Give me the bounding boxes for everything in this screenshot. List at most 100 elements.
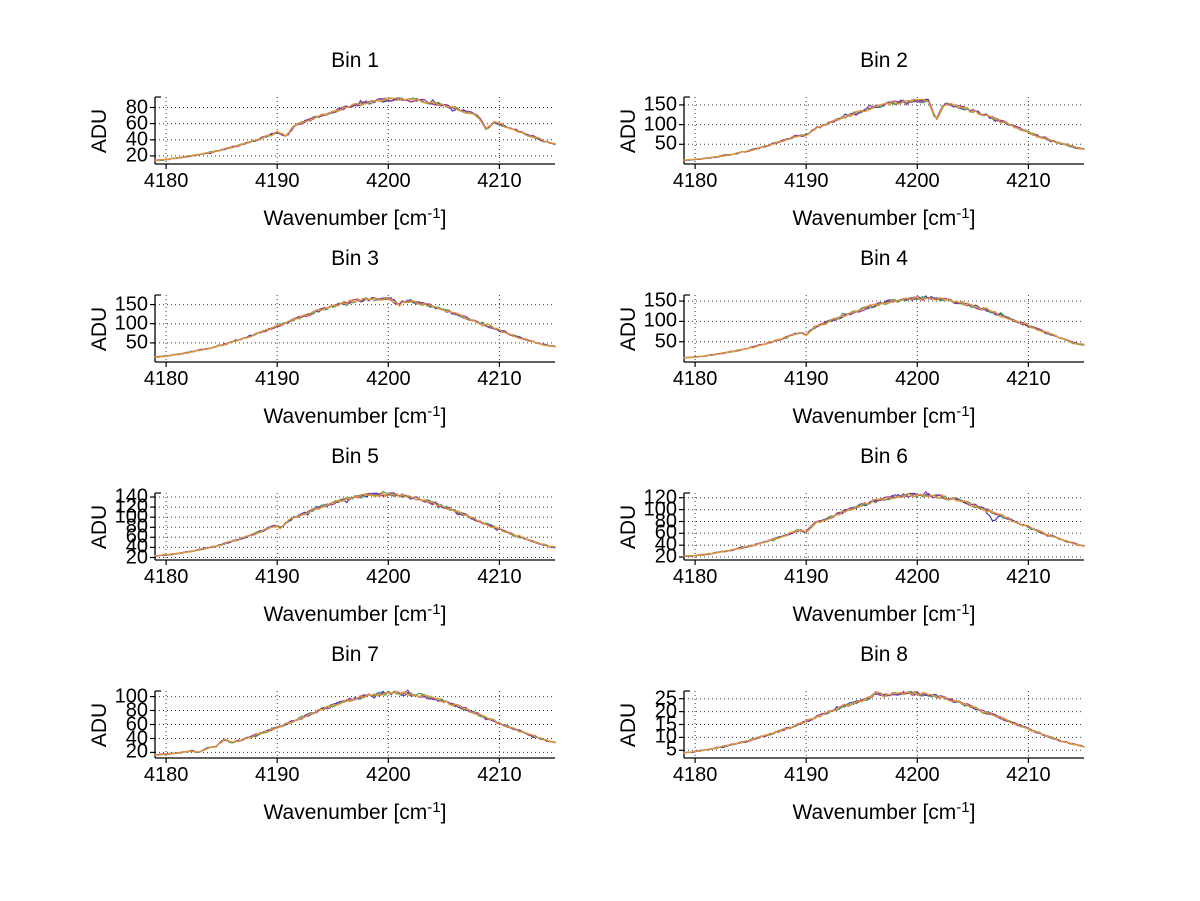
bin-5-scan-orange-curve [154, 492, 556, 557]
x-tick-label: 4200 [895, 170, 940, 192]
y-tick-label: 25 [654, 687, 677, 710]
x-axis-label: Wavenumber [cm-1] [195, 400, 515, 429]
x-axis-label-close: ] [969, 603, 976, 626]
y-tick-label: 120 [643, 486, 677, 509]
y-tick-label: 80 [654, 510, 677, 532]
y-tick-label: 50 [654, 330, 677, 353]
x-axis-label-exponent: -1 [956, 403, 970, 420]
bin-6-scan-orange-curve [683, 492, 1085, 558]
y-tick-label: 60 [654, 521, 677, 544]
x-axis-label-close: ] [440, 405, 447, 428]
y-tick-label: 100 [643, 113, 677, 136]
x-axis-label: Wavenumber [cm-1] [724, 400, 1044, 429]
x-tick-label: 4190 [783, 764, 829, 786]
x-axis-label-close: ] [440, 801, 447, 824]
y-tick-label: 100 [643, 309, 677, 332]
y-tick-label: 20 [654, 700, 677, 723]
y-tick-label: 150 [114, 293, 148, 316]
y-tick-label: 40 [125, 727, 148, 749]
x-tick-label: 4180 [672, 170, 718, 192]
y-tick-label: 20 [654, 545, 677, 568]
y-tick-label: 20 [125, 144, 148, 167]
x-axis-label-exponent: -1 [427, 799, 441, 816]
x-tick-label: 4180 [672, 368, 718, 390]
x-axis-label-close: ] [440, 207, 447, 230]
x-tick-label: 4210 [477, 566, 522, 588]
x-axis-label-exponent: -1 [427, 403, 441, 420]
bin-7-scan-orange-curve [154, 690, 556, 756]
y-tick-label: 50 [654, 132, 677, 155]
bin-6-scan-magenta-curve [683, 491, 1085, 558]
x-axis-label-close: ] [969, 207, 976, 230]
x-axis-label-close: ] [969, 405, 976, 428]
bin-8-scan-blue-curve [683, 691, 1085, 754]
y-tick-label: 50 [125, 331, 148, 354]
x-axis-label-close: ] [969, 801, 976, 824]
x-tick-label: 4180 [143, 764, 189, 786]
y-tick-label: 100 [114, 685, 148, 708]
y-tick-label: 60 [125, 112, 148, 135]
x-tick-label: 4210 [1006, 566, 1051, 588]
bin-4-scan-orange-curve [683, 296, 1085, 359]
x-axis-label-main: Wavenumber [cm [263, 603, 428, 626]
y-tick-label: 10 [654, 725, 677, 748]
x-tick-label: 4200 [366, 764, 411, 786]
x-axis-label: Wavenumber [cm-1] [195, 796, 515, 825]
y-tick-label: 150 [643, 289, 677, 312]
bin-7-title: Bin 7 [331, 643, 379, 666]
y-tick-label: 100 [114, 505, 148, 528]
x-axis-label-main: Wavenumber [cm [263, 405, 428, 428]
bin-8-scan-orange-curve [683, 691, 1085, 754]
bin-3-scan-blue-curve [154, 297, 556, 358]
y-tick-label: 20 [125, 546, 148, 568]
bin-3-scan-green-curve [154, 297, 556, 358]
bin-2-scan-orange-curve [683, 98, 1085, 161]
bin-8-scan-magenta-curve [683, 690, 1085, 754]
x-axis-label-main: Wavenumber [cm [792, 405, 957, 428]
x-axis-label: Wavenumber [cm-1] [724, 202, 1044, 231]
bin-6-title: Bin 6 [860, 445, 908, 468]
bin-1-title: Bin 1 [331, 49, 379, 72]
x-tick-label: 4180 [143, 170, 189, 192]
bin-7-scan-green-curve [154, 690, 556, 756]
y-tick-label: 100 [643, 498, 677, 521]
x-tick-label: 4210 [477, 368, 522, 390]
y-tick-label: 100 [114, 312, 148, 335]
x-axis-label: Wavenumber [cm-1] [724, 796, 1044, 825]
x-axis-label-close: ] [440, 603, 447, 626]
y-tick-label: 40 [125, 535, 148, 558]
x-tick-label: 4210 [1006, 764, 1051, 786]
bin-3-title: Bin 3 [331, 247, 379, 270]
x-tick-label: 4190 [254, 368, 300, 390]
x-tick-label: 4210 [477, 170, 522, 192]
x-axis-label-exponent: -1 [956, 799, 970, 816]
y-tick-label: 150 [643, 93, 677, 116]
y-tick-label: 15 [654, 713, 677, 735]
y-tick-label: 40 [654, 533, 677, 556]
bin-7-scan-blue-curve [154, 690, 556, 756]
x-axis-label-exponent: -1 [956, 601, 970, 618]
x-tick-label: 4190 [783, 170, 829, 192]
bin-8-title: Bin 8 [860, 643, 908, 666]
x-axis-label: Wavenumber [cm-1] [724, 598, 1044, 627]
x-tick-label: 4210 [477, 764, 522, 786]
x-tick-label: 4200 [366, 170, 411, 192]
x-tick-label: 4190 [783, 566, 829, 588]
x-tick-label: 4200 [895, 368, 940, 390]
x-axis-label: Wavenumber [cm-1] [195, 598, 515, 627]
x-tick-label: 4180 [672, 566, 718, 588]
x-tick-label: 4190 [254, 566, 300, 588]
bin-5-title: Bin 5 [331, 445, 379, 468]
y-tick-label: 20 [125, 740, 148, 763]
bin-8-scan-green-curve [683, 690, 1085, 754]
y-tick-label: 60 [125, 713, 148, 735]
x-tick-label: 4190 [254, 170, 300, 192]
x-tick-label: 4200 [366, 566, 411, 588]
x-axis-label-main: Wavenumber [cm [263, 207, 428, 230]
bin-3-scan-orange-curve [154, 297, 556, 358]
y-tick-label: 40 [125, 128, 148, 151]
x-axis-label-exponent: -1 [427, 205, 441, 222]
x-tick-label: 4200 [895, 764, 940, 786]
